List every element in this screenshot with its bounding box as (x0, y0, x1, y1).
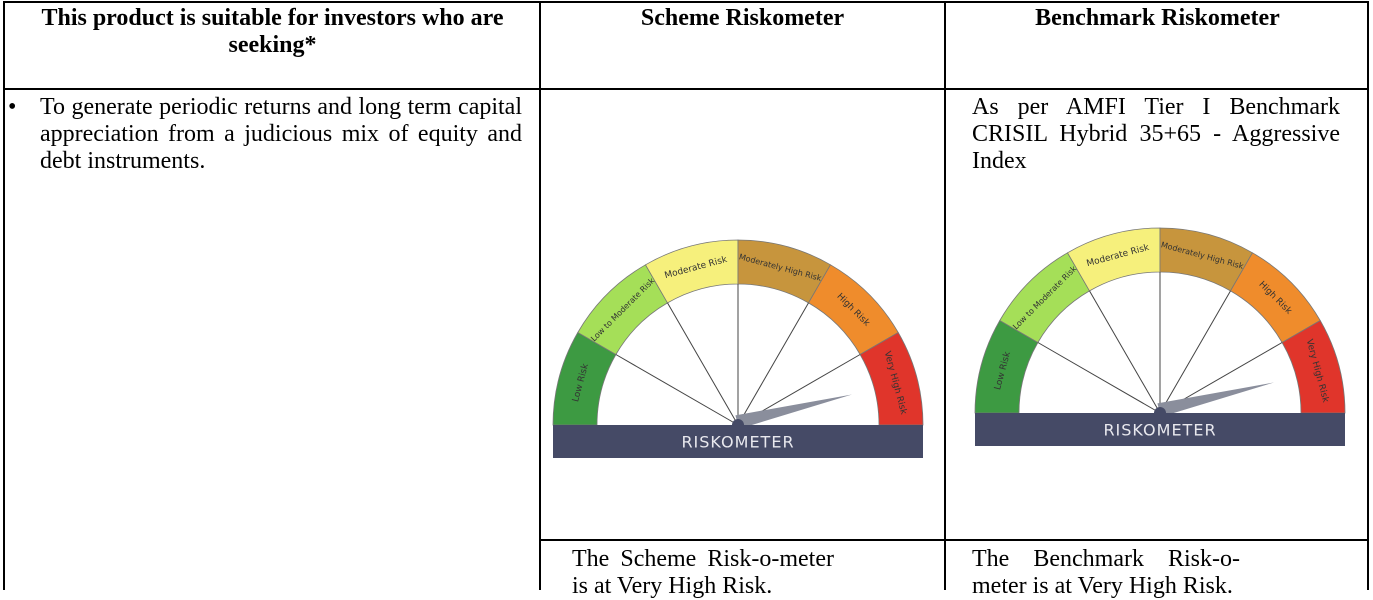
spoke (1090, 291, 1161, 413)
riskometer-title: RISKOMETER (1103, 421, 1216, 440)
page: This product is suitable for investors w… (0, 0, 1373, 590)
riskometer-title: RISKOMETER (681, 433, 794, 452)
riskometers: Low RiskLow to Moderate RiskModerate Ris… (0, 0, 1373, 590)
spoke (1038, 343, 1160, 414)
spoke (616, 355, 738, 426)
spoke (668, 303, 739, 425)
